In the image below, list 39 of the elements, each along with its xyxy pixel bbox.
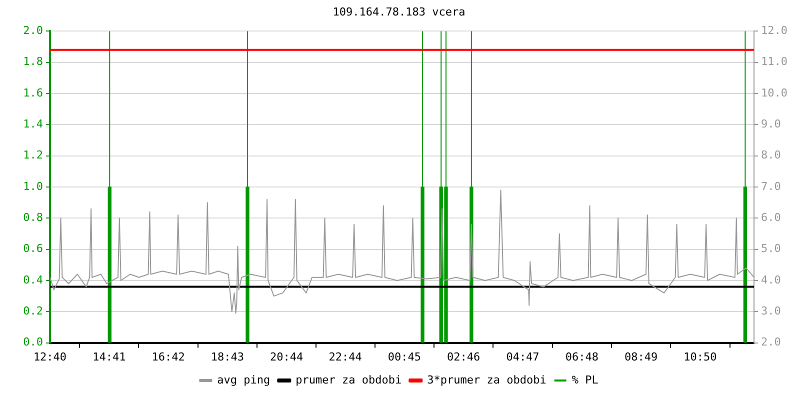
y-tick-label: 0.2 bbox=[23, 304, 43, 318]
y-tick-label: 1.4 bbox=[23, 118, 44, 131]
x-tick-label: 16:42 bbox=[152, 350, 185, 364]
x-tick-label: 10:50 bbox=[684, 350, 717, 364]
legend-label: avg ping bbox=[217, 373, 270, 386]
legend-label: 3*prumer za obdobi bbox=[427, 373, 546, 386]
x-tick-label: 18:43 bbox=[210, 350, 244, 364]
y2-tick-label: 11.0 bbox=[761, 55, 788, 68]
x-tick-label: 12:40 bbox=[33, 350, 67, 364]
x-tick-label: 00:45 bbox=[388, 350, 422, 364]
legend-label: % PL bbox=[572, 373, 599, 386]
x-tick-label: 20:44 bbox=[270, 350, 304, 364]
x-tick-label: 02:46 bbox=[447, 350, 480, 364]
y2-tick-label: 12.0 bbox=[761, 24, 788, 38]
y-tick-label: 1.6 bbox=[23, 86, 43, 100]
x-tick-label: 08:49 bbox=[624, 350, 658, 364]
y2-tick-label: 8.0 bbox=[761, 148, 781, 162]
x-tick-label: 22:44 bbox=[328, 350, 362, 364]
y-tick-label: 2.0 bbox=[23, 24, 43, 38]
y-tick-label: 0.0 bbox=[23, 336, 43, 349]
y-tick-label: 1.8 bbox=[23, 55, 43, 68]
legend-label: prumer za obdobi bbox=[296, 373, 402, 386]
y-tick-label: 1.0 bbox=[23, 180, 43, 193]
y-tick-label: 0.4 bbox=[23, 273, 44, 286]
y2-tick-label: 5.0 bbox=[761, 242, 781, 256]
y2-tick-label: 10.0 bbox=[761, 86, 788, 100]
chart-title: 109.164.78.183 vcera bbox=[332, 5, 466, 18]
y2-tick-label: 2.0 bbox=[761, 336, 781, 349]
y2-tick-label: 3.0 bbox=[761, 304, 781, 318]
y2-tick-label: 9.0 bbox=[761, 118, 781, 131]
y2-tick-label: 7.0 bbox=[761, 180, 781, 193]
y-tick-label: 1.2 bbox=[23, 148, 43, 162]
x-tick-label: 14:41 bbox=[92, 350, 126, 364]
y2-tick-label: 6.0 bbox=[761, 211, 781, 224]
x-tick-label: 06:48 bbox=[565, 350, 598, 364]
x-tick-label: 04:47 bbox=[506, 350, 540, 364]
y2-tick-label: 4.0 bbox=[761, 273, 781, 286]
y-tick-label: 0.6 bbox=[23, 242, 43, 256]
y-tick-label: 0.8 bbox=[23, 211, 43, 224]
